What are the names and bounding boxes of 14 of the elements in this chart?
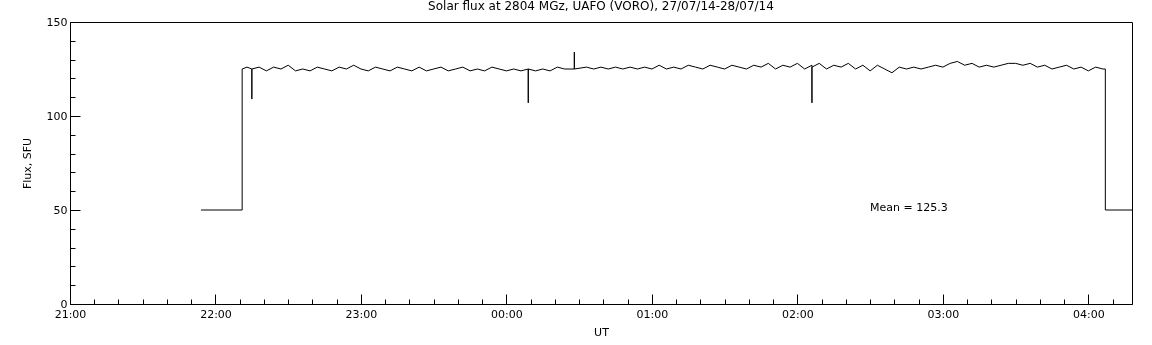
x-tick-label: 22:00 [200, 307, 232, 321]
y-tick-label: 50 [53, 203, 68, 217]
x-tick-label: 03:00 [927, 307, 960, 321]
x-tick-label: 02:00 [782, 307, 814, 321]
y-tick-label: 150 [46, 15, 68, 29]
x-tick-label: 01:00 [636, 307, 669, 321]
y-axis-title: Flux, SFU [20, 137, 34, 190]
chart-title: Solar flux at 2804 MGz, UAFO (VORO), 27/07/14-28/07/14 [428, 0, 774, 13]
x-tick-label: 23:00 [345, 307, 378, 321]
x-tick-label: 04:00 [1073, 307, 1105, 321]
y-tick-label: 100 [46, 109, 68, 123]
x-tick-label: 00:00 [491, 307, 523, 321]
annotation: Mean = 125.3 [870, 201, 948, 214]
x-axis-title: UT [594, 325, 610, 339]
